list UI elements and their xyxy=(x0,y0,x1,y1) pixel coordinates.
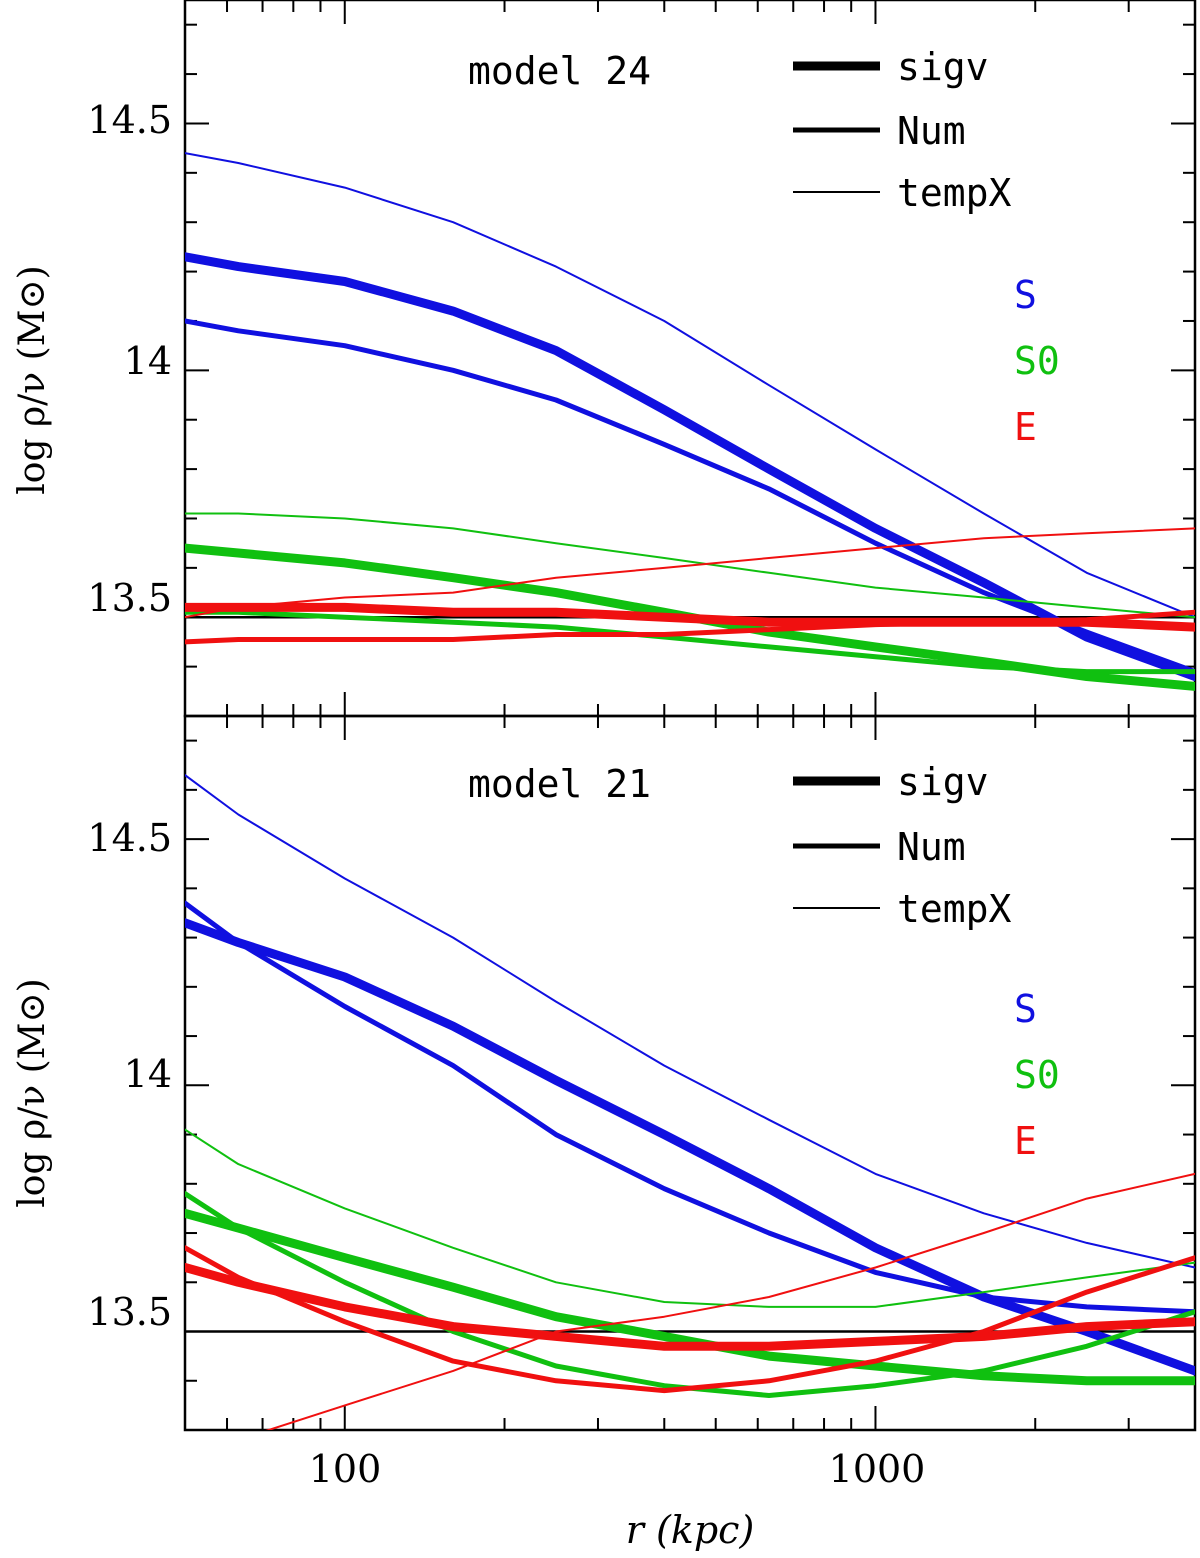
series-s-num xyxy=(185,900,1195,1315)
series-e-num xyxy=(185,609,1195,645)
legend-label: sigv xyxy=(897,760,989,804)
series-s-tempx xyxy=(185,774,1195,1269)
legend-type-e: E xyxy=(1014,405,1037,449)
series-e-num xyxy=(185,1245,1195,1394)
legend-type-s0: S0 xyxy=(1014,339,1060,383)
legend-label: tempX xyxy=(897,887,1012,931)
series-group xyxy=(185,774,1195,1430)
series-s-num xyxy=(185,318,1195,675)
y-tick-label: 14 xyxy=(124,339,172,383)
series-s0-num xyxy=(185,1191,1195,1398)
legend-type-s: S xyxy=(1014,987,1037,1031)
legend-type-s: S xyxy=(1014,273,1037,317)
y-tick-label: 14 xyxy=(124,1052,172,1096)
y-tick-label: 14.5 xyxy=(87,816,172,860)
y-tick-label: 13.5 xyxy=(87,576,172,620)
panel-title: model 24 xyxy=(468,49,651,93)
series-s0-sigv xyxy=(185,1208,1195,1386)
legend-label: sigv xyxy=(897,45,989,89)
x-tick-label: 100 xyxy=(309,1447,382,1491)
legend-label: Num xyxy=(897,109,966,153)
y-axis-label: log ρ/ν (M⊙) xyxy=(12,978,53,1207)
series-group xyxy=(185,152,1195,691)
legend: sigv Num tempX S S0 E xyxy=(793,760,1060,1163)
series-s0-tempx xyxy=(185,512,1195,619)
panel-model-24: 14.5 14 13.5 log ρ/ν (M⊙) model 24 sigv … xyxy=(12,0,1197,718)
series-e-tempx xyxy=(265,1172,1195,1430)
series-s-sigv xyxy=(185,918,1195,1376)
series-e-sigv xyxy=(185,1263,1195,1351)
panel-title: model 21 xyxy=(468,762,651,806)
legend-type-e: E xyxy=(1014,1119,1037,1163)
x-tick-label: 1000 xyxy=(829,1447,926,1491)
y-tick-label: 13.5 xyxy=(87,1290,172,1334)
y-axis-label: log ρ/ν (M⊙) xyxy=(12,265,53,494)
series-s-tempx xyxy=(185,152,1195,619)
panel-model-21: 14.5 14 13.5 log ρ/ν (M⊙) model 21 sigv … xyxy=(12,714,1197,1432)
legend-label: Num xyxy=(897,825,966,869)
plot-frame xyxy=(183,714,1197,1432)
legend-label: tempX xyxy=(897,171,1012,215)
series-e-tempx xyxy=(185,527,1195,619)
axis-ticks xyxy=(184,716,1196,1431)
series-s0-tempx xyxy=(185,1128,1195,1308)
y-tick-label: 14.5 xyxy=(87,98,172,142)
legend: sigv Num tempX S S0 E xyxy=(793,45,1060,449)
x-axis-label: r (kpc) xyxy=(626,1508,755,1552)
legend-type-s0: S0 xyxy=(1014,1053,1060,1097)
